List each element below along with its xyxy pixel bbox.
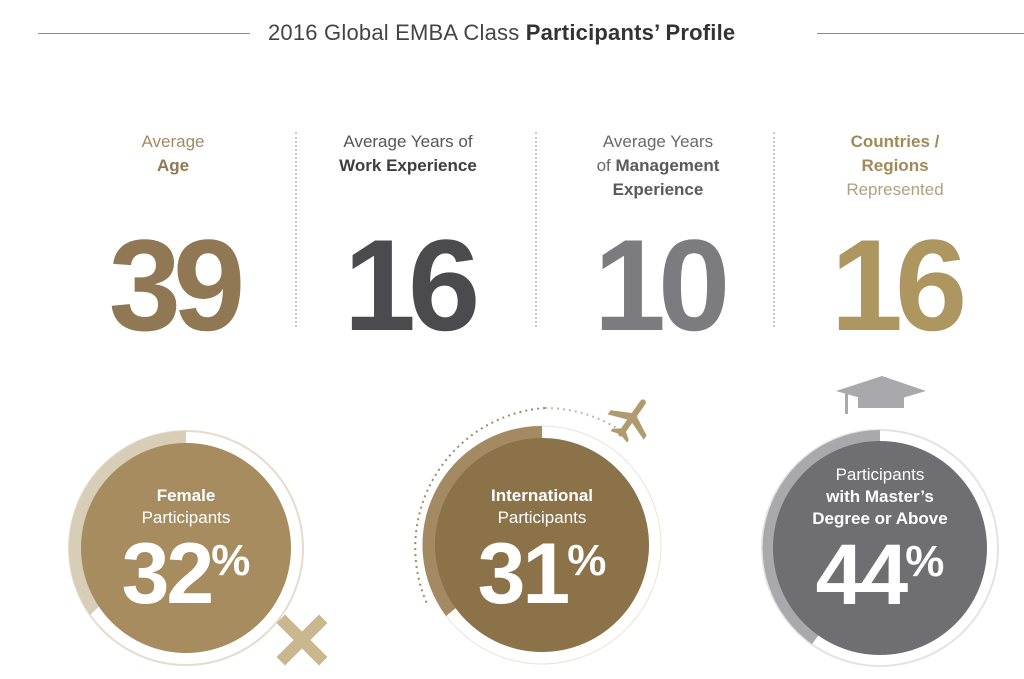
stat-label-bold: Work Experience (339, 156, 477, 175)
circle-percent: 32% (86, 531, 286, 617)
masters-label: Participants with Master’s Degree or Abo… (780, 464, 980, 618)
percent-value: 44 (815, 527, 909, 623)
flight-path-dotted (544, 407, 621, 431)
title-regular: 2016 Global EMBA Class (268, 20, 520, 45)
stat-average-age: Average Age 39 (63, 130, 283, 350)
circle-percent: 44% (780, 532, 980, 618)
stat-label-line: Average (141, 132, 205, 151)
international-label: International Participants 31% (442, 485, 642, 617)
percent-value: 31 (477, 526, 571, 622)
stat-work-experience: Average Years of Work Experience 16 (298, 130, 518, 350)
female-symbol-icon (276, 614, 328, 666)
stat-label-bold: Age (156, 156, 190, 175)
stat-label-bold: Regions (861, 156, 929, 175)
stat-label-line: Represented (846, 180, 944, 199)
page-header: 2016 Global EMBA Class Participants’ Pro… (0, 14, 1024, 54)
female-fill (81, 443, 291, 653)
stat-value: 16 (830, 212, 968, 358)
international-circle (414, 399, 662, 665)
circle-line: Participants (497, 508, 587, 527)
stat-management-experience: Average Years of Management Experience 1… (548, 130, 768, 350)
stat-label: Average Years of Work Experience (298, 130, 518, 202)
circle-percent: 31% (442, 531, 642, 617)
female-arc (68, 430, 186, 615)
circle-stats: Female Participants 32% International Pa… (0, 370, 1024, 679)
circle-graphics (68, 376, 999, 667)
stat-countries-regions: Countries / Regions Represented 16 (785, 130, 1005, 350)
percent-unit: % (905, 537, 945, 586)
circle-line-bold: International (490, 486, 593, 505)
stat-label-bold: Management (615, 156, 720, 175)
title-rule-left (38, 33, 250, 34)
circle-line: Participants (141, 508, 231, 527)
graduation-cap-icon (836, 376, 926, 414)
title-bold: Participants’ Profile (525, 20, 736, 45)
stat-label-bold: Experience (612, 180, 704, 199)
stat-label-line: Average Years of (343, 132, 473, 151)
stat-label-prefix: of (596, 156, 611, 175)
circle-line: Participants (835, 465, 925, 484)
percent-value: 32 (121, 526, 215, 622)
page-title: 2016 Global EMBA Class Participants’ Pro… (268, 20, 808, 46)
circle-line-bold: Degree or Above (812, 509, 948, 528)
intl-fill (435, 438, 649, 652)
stat-divider (295, 132, 297, 327)
percent-unit: % (567, 536, 607, 585)
stat-label: Countries / Regions Represented (785, 130, 1005, 202)
stat-divider (535, 132, 537, 327)
title-rule-right (817, 33, 1024, 34)
stat-label-line-mixed: of Management (548, 154, 768, 178)
masters-circle (761, 376, 999, 667)
stat-label-line: Average Years (602, 132, 714, 151)
stat-label: Average Age (63, 130, 283, 202)
masters-fill (773, 441, 987, 655)
percent-unit: % (211, 536, 251, 585)
stat-value: 10 (593, 212, 731, 358)
female-label: Female Participants 32% (86, 485, 286, 617)
circle-line-bold: Female (156, 486, 216, 505)
stat-value: 16 (343, 212, 481, 358)
stat-divider (773, 132, 775, 327)
stat-label: Average Years of Management Experience (548, 130, 768, 202)
circle-line-bold: with Master’s (826, 487, 934, 506)
stat-value: 39 (108, 212, 246, 358)
airplane-icon (607, 399, 647, 443)
intl-arc (422, 425, 542, 616)
stat-label-bold: Countries / (850, 132, 940, 151)
female-circle (68, 430, 328, 666)
